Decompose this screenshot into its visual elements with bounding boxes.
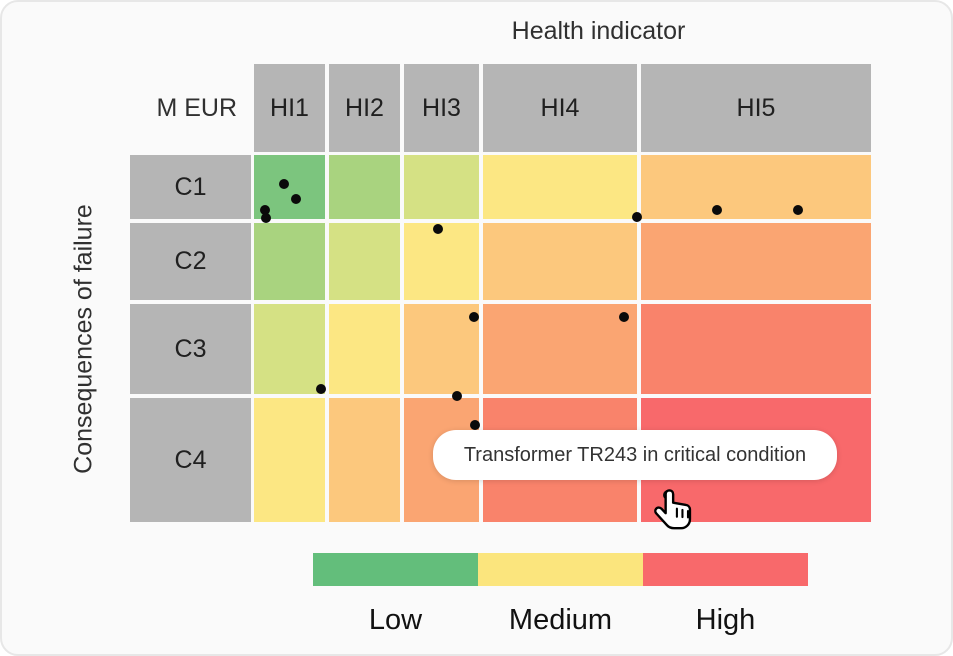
- matrix-cell-C3-HI1[interactable]: [254, 304, 325, 394]
- data-point[interactable]: [469, 312, 479, 322]
- row-header: C4: [130, 398, 251, 522]
- legend-label: High: [695, 604, 756, 636]
- matrix-cell-C2-HI4[interactable]: [483, 223, 637, 300]
- matrix-cell-C2-HI3[interactable]: [404, 223, 479, 300]
- hand-pointer-cursor-icon: [654, 489, 692, 530]
- legend-segment: [478, 553, 643, 586]
- row-header: C3: [130, 304, 251, 394]
- column-header: HI2: [329, 64, 400, 152]
- column-header: HI4: [483, 64, 637, 152]
- column-header: HI3: [404, 64, 479, 152]
- data-point[interactable]: [632, 212, 642, 222]
- tooltip-text: Transformer TR243 in critical condition: [463, 443, 807, 466]
- data-point[interactable]: [260, 205, 270, 215]
- data-point[interactable]: [793, 205, 803, 215]
- matrix-cell-C1-HI4[interactable]: [483, 155, 637, 219]
- data-point[interactable]: [279, 179, 289, 189]
- matrix-cell-C1-HI5[interactable]: [641, 155, 871, 219]
- matrix-cell-C4-HI1[interactable]: [254, 398, 325, 522]
- matrix-cell-C1-HI2[interactable]: [329, 155, 400, 219]
- data-point[interactable]: [470, 420, 480, 430]
- data-point[interactable]: [619, 312, 629, 322]
- column-header: HI1: [254, 64, 325, 152]
- y-axis-label: Consequences of failure: [69, 204, 98, 474]
- matrix-cell-C1-HI3[interactable]: [404, 155, 479, 219]
- matrix-cell-C3-HI5[interactable]: [641, 304, 871, 394]
- data-point[interactable]: [452, 391, 462, 401]
- data-point[interactable]: [712, 205, 722, 215]
- legend-segment: [643, 553, 808, 586]
- chart-title: Health indicator: [511, 17, 686, 45]
- legend-label: Low: [368, 604, 423, 636]
- matrix-cell-C2-HI2[interactable]: [329, 223, 400, 300]
- legend-segment: [313, 553, 478, 586]
- data-point[interactable]: [261, 213, 271, 223]
- unit-label: M EUR: [156, 94, 237, 122]
- matrix-cell-C3-HI3[interactable]: [404, 304, 479, 394]
- matrix-cell-C2-HI1[interactable]: [254, 223, 325, 300]
- matrix-cell-C2-HI5[interactable]: [641, 223, 871, 300]
- data-point[interactable]: [291, 194, 301, 204]
- tooltip: Transformer TR243 in critical condition: [433, 430, 837, 480]
- row-header: C1: [130, 155, 251, 219]
- matrix-cell-C3-HI2[interactable]: [329, 304, 400, 394]
- matrix-cell-C4-HI2[interactable]: [329, 398, 400, 522]
- legend-label: Medium: [508, 604, 613, 636]
- column-header: HI5: [641, 64, 871, 152]
- matrix-cell-C3-HI4[interactable]: [483, 304, 637, 394]
- data-point[interactable]: [433, 224, 443, 234]
- row-header: C2: [130, 223, 251, 300]
- data-point[interactable]: [316, 384, 326, 394]
